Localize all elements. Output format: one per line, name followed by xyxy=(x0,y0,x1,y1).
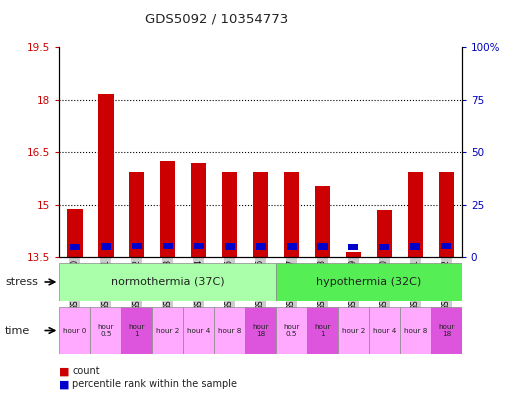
Text: hour 4: hour 4 xyxy=(187,327,211,334)
Text: ■: ■ xyxy=(59,366,70,376)
Text: hour
1: hour 1 xyxy=(314,324,331,337)
Bar xyxy=(132,243,142,249)
Bar xyxy=(400,307,431,354)
Bar xyxy=(439,172,454,257)
Bar xyxy=(160,161,175,257)
Bar xyxy=(59,263,276,301)
Bar xyxy=(431,307,462,354)
Text: percentile rank within the sample: percentile rank within the sample xyxy=(72,379,237,389)
Bar xyxy=(377,210,392,257)
Text: hour 8: hour 8 xyxy=(404,327,427,334)
Bar xyxy=(255,243,266,250)
Bar xyxy=(379,244,390,250)
Bar xyxy=(121,307,152,354)
Text: ■: ■ xyxy=(59,379,70,389)
Bar xyxy=(214,307,245,354)
Bar xyxy=(369,307,400,354)
Text: hour 2: hour 2 xyxy=(342,327,365,334)
Bar xyxy=(183,307,214,354)
Bar xyxy=(163,243,173,249)
Bar xyxy=(307,307,338,354)
Bar xyxy=(70,244,80,250)
Bar xyxy=(191,163,206,257)
Bar xyxy=(338,307,369,354)
Bar xyxy=(315,185,330,257)
Text: normothermia (37C): normothermia (37C) xyxy=(111,277,224,287)
Text: hour
18: hour 18 xyxy=(252,324,269,337)
Text: time: time xyxy=(5,325,30,336)
Bar xyxy=(67,209,83,257)
Bar xyxy=(98,94,114,257)
Bar xyxy=(129,172,144,257)
Bar xyxy=(194,243,204,249)
Bar xyxy=(276,307,307,354)
Bar xyxy=(410,243,421,250)
Text: hour 4: hour 4 xyxy=(373,327,396,334)
Text: hour 0: hour 0 xyxy=(63,327,87,334)
Text: hour
0.5: hour 0.5 xyxy=(98,324,114,337)
Text: stress: stress xyxy=(5,277,38,287)
Bar xyxy=(441,243,452,249)
Bar xyxy=(245,307,276,354)
Text: hypothermia (32C): hypothermia (32C) xyxy=(316,277,422,287)
Text: hour 8: hour 8 xyxy=(218,327,241,334)
Bar xyxy=(224,243,235,250)
Text: GDS5092 / 10354773: GDS5092 / 10354773 xyxy=(145,13,288,26)
Text: hour
1: hour 1 xyxy=(128,324,145,337)
Bar xyxy=(59,307,90,354)
Text: hour 2: hour 2 xyxy=(156,327,180,334)
Bar xyxy=(348,244,359,250)
Bar xyxy=(276,263,462,301)
Bar xyxy=(222,172,237,257)
Bar xyxy=(253,172,268,257)
Bar xyxy=(152,307,183,354)
Bar xyxy=(90,307,121,354)
Bar xyxy=(284,172,299,257)
Bar xyxy=(408,172,423,257)
Bar xyxy=(286,243,297,250)
Text: count: count xyxy=(72,366,100,376)
Bar xyxy=(346,252,361,257)
Text: hour
0.5: hour 0.5 xyxy=(283,324,300,337)
Bar xyxy=(317,243,328,250)
Text: hour
18: hour 18 xyxy=(438,324,455,337)
Bar xyxy=(101,243,111,250)
